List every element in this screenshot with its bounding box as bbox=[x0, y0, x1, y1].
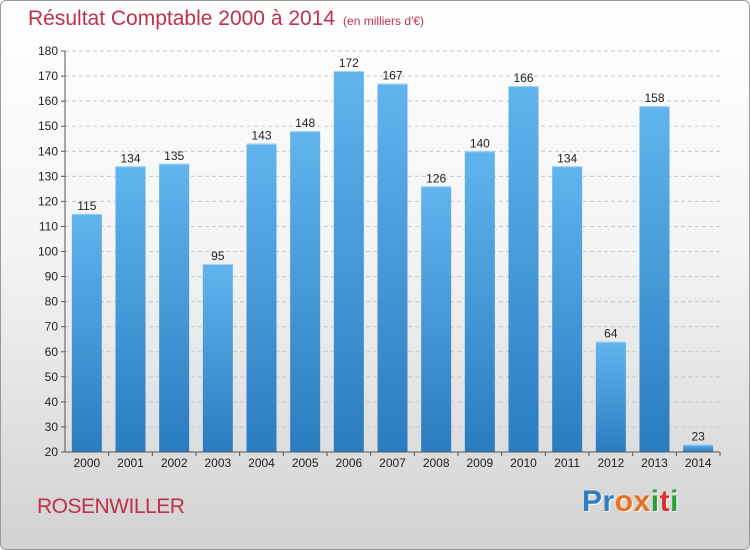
bar-value-label: 134 bbox=[557, 151, 577, 165]
bar-value-label: 140 bbox=[470, 136, 490, 150]
bar bbox=[71, 213, 102, 452]
y-tick-label: 30 bbox=[45, 420, 59, 434]
bar bbox=[595, 341, 626, 452]
bar-value-label: 23 bbox=[691, 429, 705, 443]
logo-letter: r bbox=[602, 485, 615, 518]
bar-value-label: 95 bbox=[211, 249, 225, 263]
bar-value-label: 172 bbox=[339, 56, 359, 70]
logo-letter: t bbox=[659, 485, 671, 518]
bar-value-label: 134 bbox=[120, 151, 140, 165]
x-tick-label: 2006 bbox=[335, 456, 362, 470]
y-tick-label: 170 bbox=[38, 69, 58, 83]
bar-value-label: 135 bbox=[164, 149, 184, 163]
y-tick-label: 180 bbox=[38, 44, 58, 58]
title-unit: (en milliers d'€) bbox=[343, 14, 425, 28]
y-tick-label: 100 bbox=[38, 245, 58, 259]
bar bbox=[159, 163, 190, 452]
bar bbox=[290, 131, 321, 452]
bar bbox=[639, 106, 670, 452]
x-tick-label: 2004 bbox=[248, 456, 275, 470]
x-tick-label: 2002 bbox=[161, 456, 188, 470]
y-axis-ticks: 20 30 40 50 60 70 80 90 100 110 120 130 140 150 160 170… bbox=[38, 44, 66, 459]
bar bbox=[333, 71, 364, 453]
bar-value-label: 167 bbox=[382, 69, 402, 83]
bar-value-label: 158 bbox=[644, 91, 664, 105]
x-tick-label: 2007 bbox=[379, 456, 406, 470]
x-tick-label: 2005 bbox=[292, 456, 319, 470]
y-tick-label: 110 bbox=[39, 219, 58, 233]
bar-value-label: 126 bbox=[426, 171, 446, 185]
bar bbox=[508, 86, 539, 453]
logo-letter: i bbox=[670, 485, 679, 518]
y-tick-label: 40 bbox=[45, 395, 59, 409]
logo-letter: P bbox=[582, 485, 603, 518]
bar bbox=[683, 444, 714, 452]
x-tick-label: 2003 bbox=[204, 456, 231, 470]
x-tick-label: 2008 bbox=[423, 456, 450, 470]
bar-value-label: 143 bbox=[251, 129, 271, 143]
logo-letter: o bbox=[614, 485, 634, 518]
bar-value-label: 115 bbox=[77, 199, 96, 213]
x-tick-label: 2011 bbox=[554, 456, 580, 470]
bars: 115 134 135 95 143 148 172 167 126 140 166 134 64 158… bbox=[71, 56, 714, 453]
bar bbox=[464, 151, 495, 452]
y-tick-label: 50 bbox=[45, 370, 59, 384]
logo-letter: i bbox=[650, 485, 660, 518]
x-tick-label: 2013 bbox=[641, 456, 668, 470]
y-tick-label: 70 bbox=[45, 320, 59, 334]
y-tick-label: 130 bbox=[38, 169, 58, 183]
town-name: ROSENWILLER bbox=[37, 495, 185, 518]
y-tick-label: 90 bbox=[45, 270, 59, 284]
bar bbox=[552, 166, 583, 452]
bar bbox=[377, 83, 408, 453]
bar bbox=[246, 143, 277, 452]
bar bbox=[115, 166, 146, 452]
x-tick-label: 2012 bbox=[597, 456, 624, 470]
y-tick-label: 120 bbox=[38, 194, 58, 208]
x-tick-label: 2010 bbox=[510, 456, 537, 470]
bar-value-label: 166 bbox=[513, 71, 533, 85]
logo-letter: x bbox=[633, 485, 651, 518]
bar-value-label: 64 bbox=[604, 327, 618, 341]
y-tick-label: 150 bbox=[38, 119, 58, 133]
y-tick-label: 140 bbox=[38, 144, 58, 158]
x-tick-label: 2001 bbox=[117, 456, 144, 470]
proxiti-logo: Proxiti bbox=[582, 485, 679, 519]
x-axis-ticks: 2000 2001 2002 2003 2004 2005 2006 2007 2008 2009… bbox=[73, 452, 721, 470]
y-tick-label: 20 bbox=[45, 445, 59, 459]
x-tick-label: 2000 bbox=[73, 456, 100, 470]
bar-value-label: 148 bbox=[295, 116, 315, 130]
bar bbox=[421, 186, 452, 452]
title-text: Résultat Comptable 2000 à 2014 bbox=[28, 7, 336, 30]
y-tick-label: 60 bbox=[45, 345, 59, 359]
chart-title: Résultat Comptable 2000 à 2014 (en millie… bbox=[28, 7, 424, 31]
y-tick-label: 160 bbox=[38, 94, 58, 108]
x-tick-label: 2009 bbox=[466, 456, 493, 470]
y-tick-label: 80 bbox=[45, 295, 59, 309]
bar bbox=[202, 264, 233, 452]
x-tick-label: 2014 bbox=[685, 456, 712, 470]
